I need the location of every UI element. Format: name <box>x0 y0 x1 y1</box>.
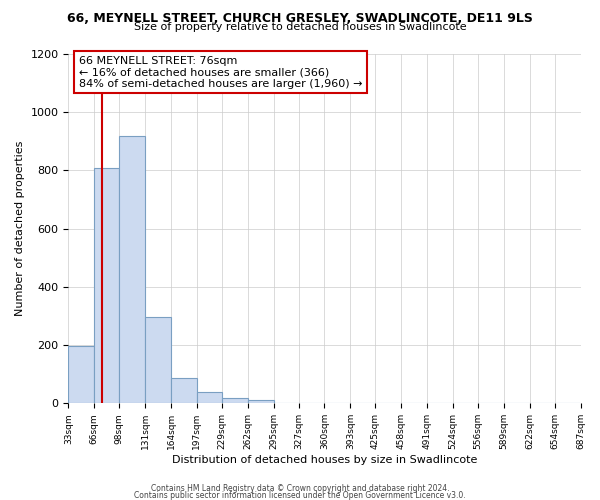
Bar <box>197 392 222 404</box>
X-axis label: Distribution of detached houses by size in Swadlincote: Distribution of detached houses by size … <box>172 455 477 465</box>
Bar <box>94 168 119 404</box>
Text: Size of property relative to detached houses in Swadlincote: Size of property relative to detached ho… <box>134 22 466 32</box>
Text: 66, MEYNELL STREET, CHURCH GRESLEY, SWADLINCOTE, DE11 9LS: 66, MEYNELL STREET, CHURCH GRESLEY, SWAD… <box>67 12 533 26</box>
Bar <box>145 318 171 404</box>
Bar <box>68 346 94 404</box>
Text: Contains public sector information licensed under the Open Government Licence v3: Contains public sector information licen… <box>134 490 466 500</box>
Y-axis label: Number of detached properties: Number of detached properties <box>15 141 25 316</box>
Bar <box>222 398 248 404</box>
Text: Contains HM Land Registry data © Crown copyright and database right 2024.: Contains HM Land Registry data © Crown c… <box>151 484 449 493</box>
Bar <box>171 378 197 404</box>
Bar <box>248 400 274 404</box>
Bar <box>119 136 145 404</box>
Text: 66 MEYNELL STREET: 76sqm
← 16% of detached houses are smaller (366)
84% of semi-: 66 MEYNELL STREET: 76sqm ← 16% of detach… <box>79 56 362 89</box>
